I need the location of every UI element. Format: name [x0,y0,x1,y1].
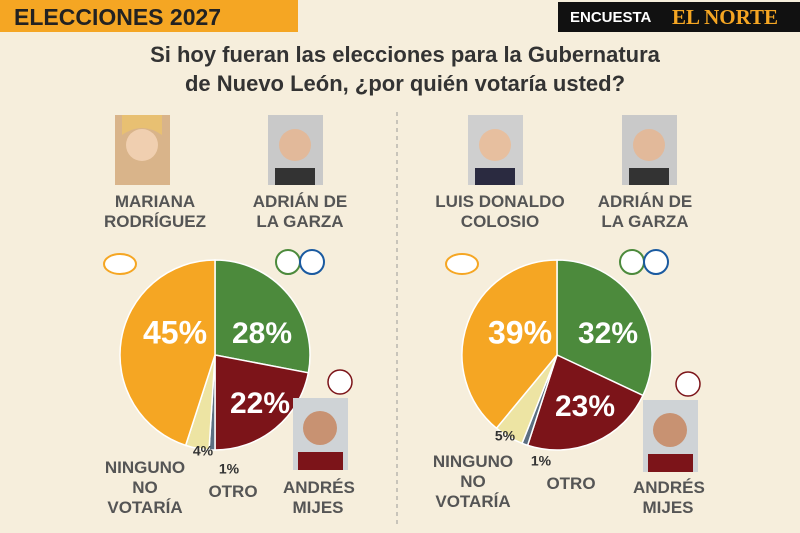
category-label: NINGUNO NO VOTARÍA [432,452,514,511]
value-label: 5% [495,428,516,444]
category-label: ADRIÁN DE LA GARZA [252,192,348,231]
category-label: ANDRÉS MIJES [633,478,705,517]
value-label: 1% [219,461,240,477]
value-label: 32% [578,317,638,350]
value-label: 39% [488,314,552,350]
category-label: ADRIÁN DE LA GARZA [597,192,693,231]
brand-box [558,2,800,32]
section-banner [0,0,298,32]
pie-slice [461,259,558,430]
pie-slice [556,259,653,397]
category-label: MARIANA RODRÍGUEZ [104,192,206,231]
value-label: 23% [555,390,615,423]
category-label: OTRO [208,482,258,501]
brand-name: EL NORTE [672,5,779,29]
pie-slice [526,353,644,451]
section-title: ELECCIONES 2027 [14,4,222,30]
pie-slice [214,259,311,374]
category-label: LUIS DONALDO COLOSIO [435,192,565,231]
value-label: 28% [232,317,292,350]
value-label: 4% [193,443,214,459]
category-label: OTRO [546,474,596,493]
survey-label: ENCUESTA [570,9,652,26]
portraits [115,115,698,472]
value-label: 22% [230,387,290,420]
category-label: NINGUNO NO VOTARÍA [104,458,186,517]
category-label: ANDRÉS MIJES [283,478,355,517]
question: Si hoy fueran las elecciones para la Gub… [150,42,660,96]
value-label: 1% [531,453,552,469]
pie-slice [214,354,310,451]
pie-slice [119,259,216,447]
party-logos [103,249,701,397]
value-label: 45% [143,314,207,350]
